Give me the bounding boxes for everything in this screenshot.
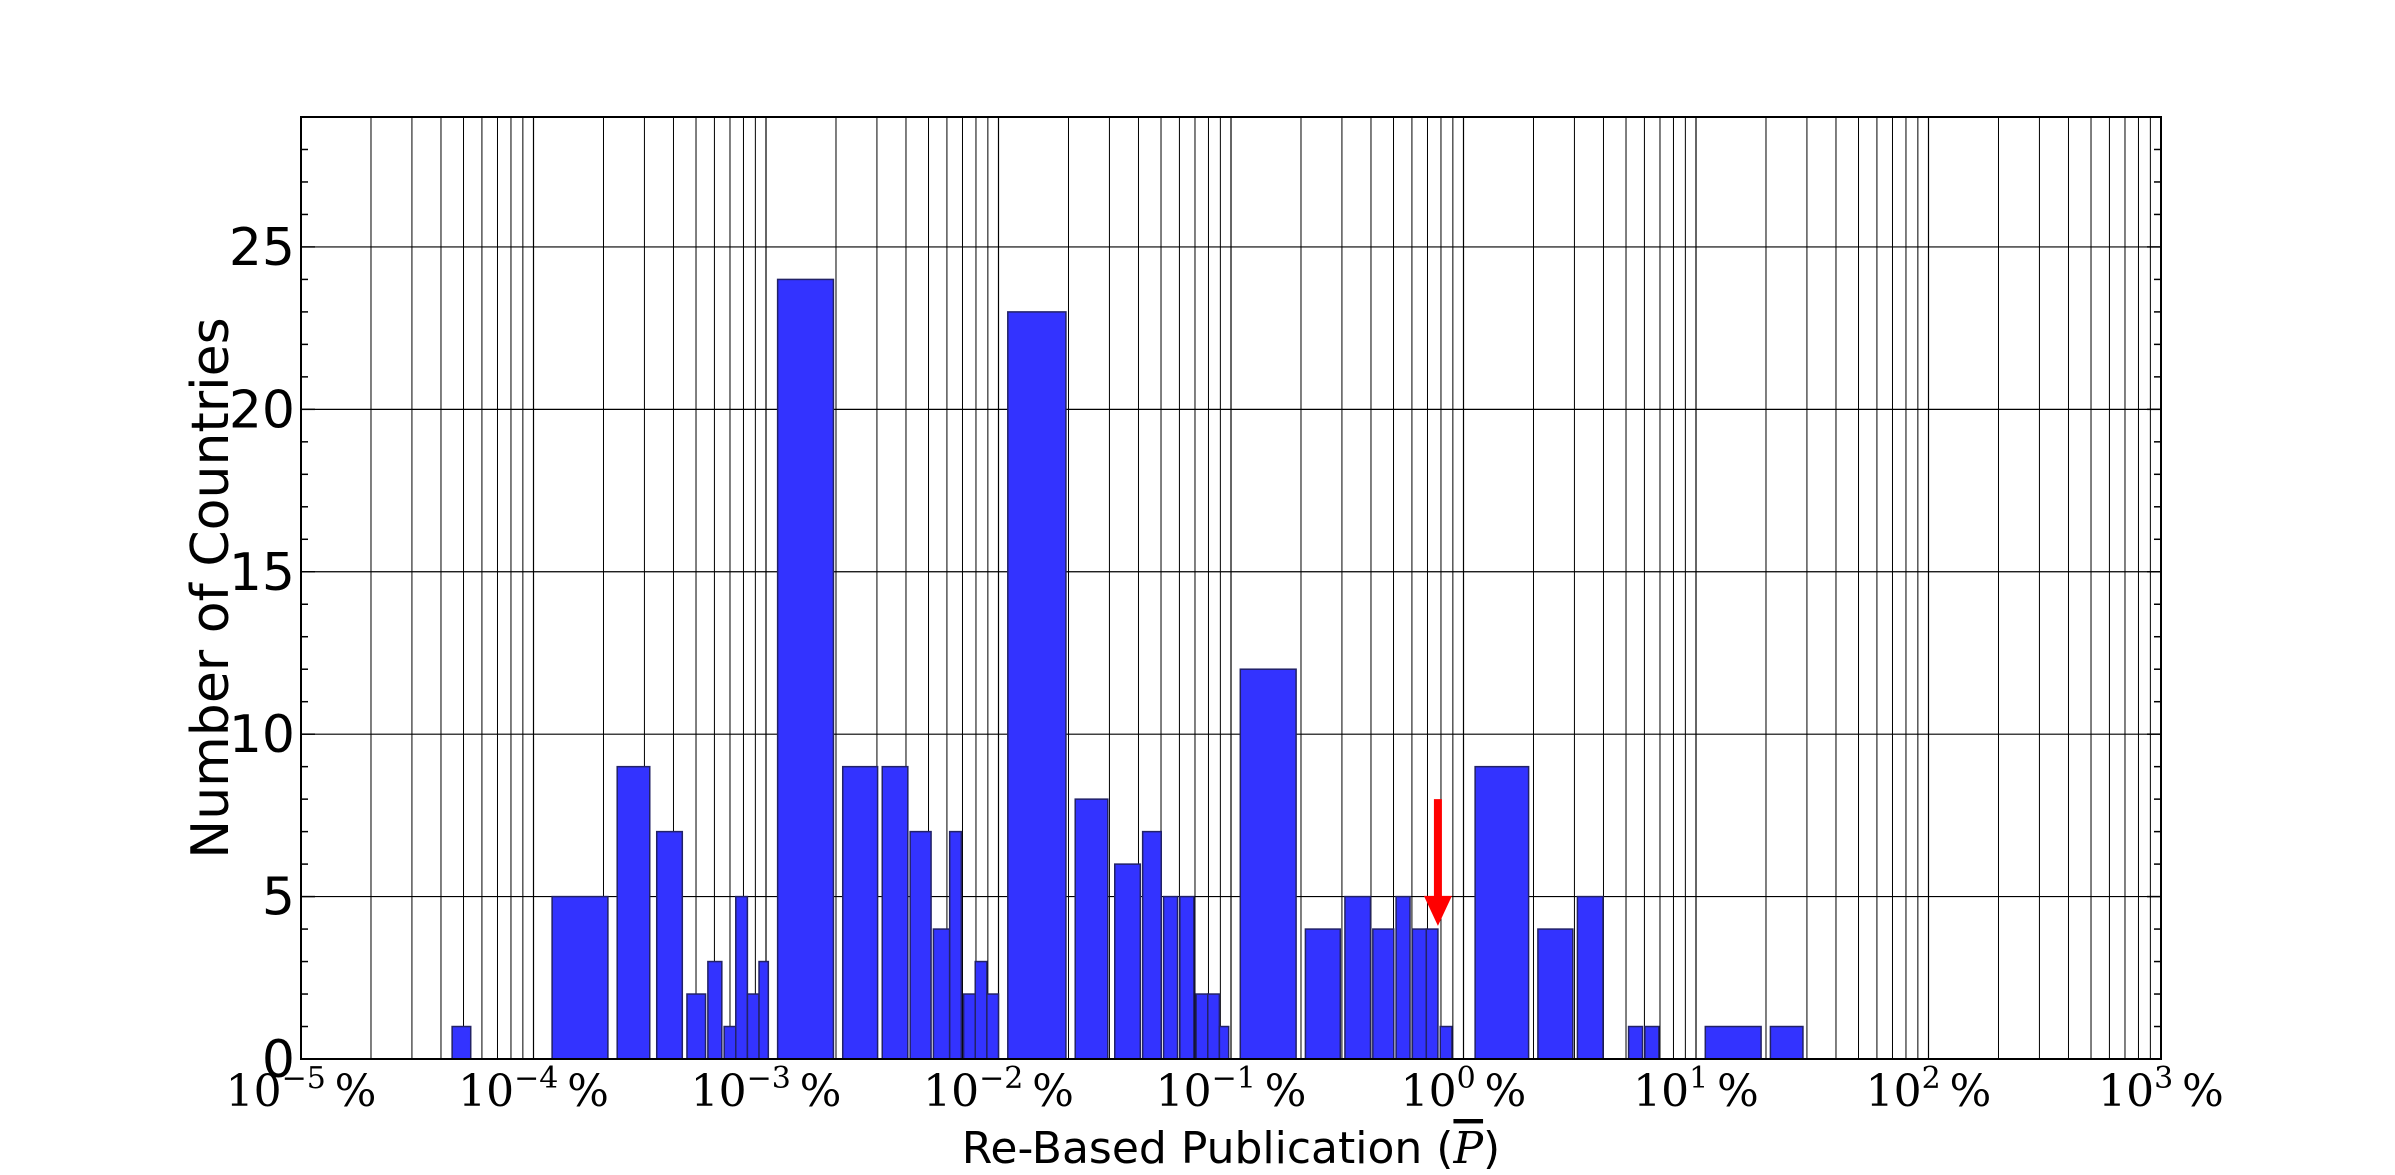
histogram-bar [881, 765, 909, 1060]
y-axis-ticks: 0 5 10 15 20 25 [229, 116, 2161, 1090]
histogram-bar [1007, 311, 1067, 1060]
histogram-bar [1218, 1025, 1230, 1060]
x-axis-label-suffix: ) [1483, 1123, 1500, 1174]
histogram-bars [451, 278, 1804, 1060]
x-tick-label: 103 % [2098, 1061, 2224, 1117]
x-axis-label-symbol: P [1452, 1123, 1484, 1174]
x-axis-ticks: 10−5 % 10−4 % 10−3 % 10−2 % 10−1 % 100 % 101 %… [226, 1061, 2224, 1117]
histogram-bar [1474, 765, 1530, 1060]
y-axis-label: Number of Countries [181, 317, 241, 858]
histogram-bar [1162, 895, 1179, 1060]
histogram-bar [948, 830, 963, 1060]
histogram-bar [1344, 895, 1372, 1060]
histogram-bar [1207, 993, 1221, 1060]
histogram-bar [962, 993, 976, 1060]
histogram-bar [551, 895, 609, 1060]
y-tick-label: 10 [229, 705, 295, 765]
x-tick-label: 10−2 % [923, 1061, 1074, 1117]
histogram-bar [1395, 895, 1411, 1060]
histogram-bar [1141, 830, 1163, 1060]
histogram-bar [451, 1025, 472, 1060]
histogram-bar [1704, 1025, 1762, 1060]
histogram-bar [1074, 798, 1109, 1060]
histogram-bar [1439, 1025, 1453, 1060]
y-tick-label: 20 [229, 380, 295, 440]
histogram-bar [776, 278, 835, 1060]
histogram-bar [616, 765, 651, 1060]
x-tick-label: 10−1 % [1156, 1061, 1307, 1117]
histogram-bar [932, 928, 951, 1060]
histogram-bar [1627, 1025, 1644, 1060]
y-tick-label: 15 [229, 543, 295, 603]
histogram-bar [707, 960, 723, 1060]
histogram-bar [655, 830, 684, 1060]
y-tick-label: 5 [262, 868, 295, 928]
x-tick-label: 10−4 % [458, 1061, 609, 1117]
x-axis-label-prefix: Re-Based Publication ( [962, 1123, 1454, 1174]
red-arrow-annotation [1423, 799, 1452, 926]
histogram-bar [735, 895, 749, 1060]
histogram-bar [1537, 928, 1574, 1060]
x-tick-label: 10−3 % [691, 1061, 842, 1117]
x-tick-label: 102 % [1866, 1061, 1992, 1117]
histogram-bar [986, 993, 1000, 1060]
histogram-bar [723, 1025, 737, 1060]
histogram-bar [686, 993, 707, 1060]
x-tick-label: 10−5 % [226, 1061, 377, 1117]
x-axis-label: Re-Based Publication (P) [962, 1123, 1500, 1174]
histogram-bar [1114, 863, 1142, 1060]
histogram-bar [1769, 1025, 1804, 1060]
histogram-bar [1411, 928, 1428, 1060]
histogram-bar [1179, 895, 1195, 1060]
histogram-bar [1425, 928, 1439, 1060]
histogram-bar [1644, 1025, 1660, 1060]
histogram-bar [974, 960, 988, 1060]
x-tick-label: 101 % [1633, 1061, 1759, 1117]
x-tick-label: 100 % [1401, 1061, 1527, 1117]
plot-frame [300, 116, 2162, 1060]
histogram-bar [1372, 928, 1395, 1060]
y-tick-label: 25 [229, 218, 295, 278]
histogram-bar [909, 830, 932, 1060]
histogram-bar [758, 960, 770, 1060]
histogram-bar [1304, 928, 1342, 1060]
histogram-bar [1239, 668, 1297, 1060]
histogram-bar [1195, 993, 1209, 1060]
histogram-bar [841, 765, 879, 1060]
histogram-bar [746, 993, 760, 1060]
arrow-head [1423, 895, 1452, 926]
y-tick-label: 0 [262, 1030, 295, 1090]
histogram-bar [1576, 895, 1604, 1060]
